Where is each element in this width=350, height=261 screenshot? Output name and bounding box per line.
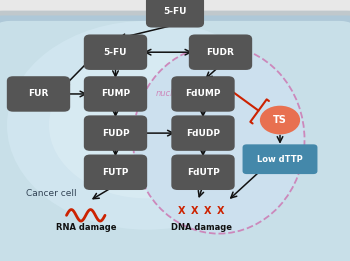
FancyBboxPatch shape (172, 155, 234, 190)
Text: X: X (191, 206, 199, 216)
Circle shape (7, 21, 287, 230)
Text: RNA damage: RNA damage (56, 223, 116, 232)
FancyBboxPatch shape (84, 76, 147, 112)
FancyBboxPatch shape (189, 34, 252, 70)
FancyBboxPatch shape (172, 76, 234, 112)
Ellipse shape (133, 46, 304, 234)
FancyBboxPatch shape (0, 21, 350, 261)
Text: Cancer cell: Cancer cell (26, 189, 77, 198)
Text: X: X (217, 206, 224, 216)
Text: FUDP: FUDP (102, 129, 129, 138)
Text: FUDR: FUDR (206, 48, 235, 57)
FancyBboxPatch shape (7, 76, 70, 112)
FancyBboxPatch shape (84, 155, 147, 190)
Text: FUMP: FUMP (101, 90, 130, 98)
Ellipse shape (260, 106, 300, 134)
Text: 5-FU: 5-FU (163, 7, 187, 16)
FancyBboxPatch shape (243, 144, 317, 174)
Text: 5-FU: 5-FU (104, 48, 127, 57)
Text: X: X (204, 206, 211, 216)
Text: TS: TS (273, 115, 287, 125)
Text: X: X (178, 206, 186, 216)
Text: FdUDP: FdUDP (186, 129, 220, 138)
Text: Low dTTP: Low dTTP (257, 155, 303, 164)
Text: DNA damage: DNA damage (171, 223, 232, 232)
Text: nucleus: nucleus (155, 90, 188, 98)
FancyBboxPatch shape (84, 34, 147, 70)
FancyBboxPatch shape (84, 115, 147, 151)
Text: FUR: FUR (28, 90, 49, 98)
FancyBboxPatch shape (172, 115, 234, 151)
FancyBboxPatch shape (0, 13, 350, 261)
FancyBboxPatch shape (146, 0, 204, 28)
Text: FdUTP: FdUTP (187, 168, 219, 177)
Circle shape (49, 52, 245, 198)
Text: FUTP: FUTP (102, 168, 129, 177)
Text: FdUMP: FdUMP (185, 90, 221, 98)
